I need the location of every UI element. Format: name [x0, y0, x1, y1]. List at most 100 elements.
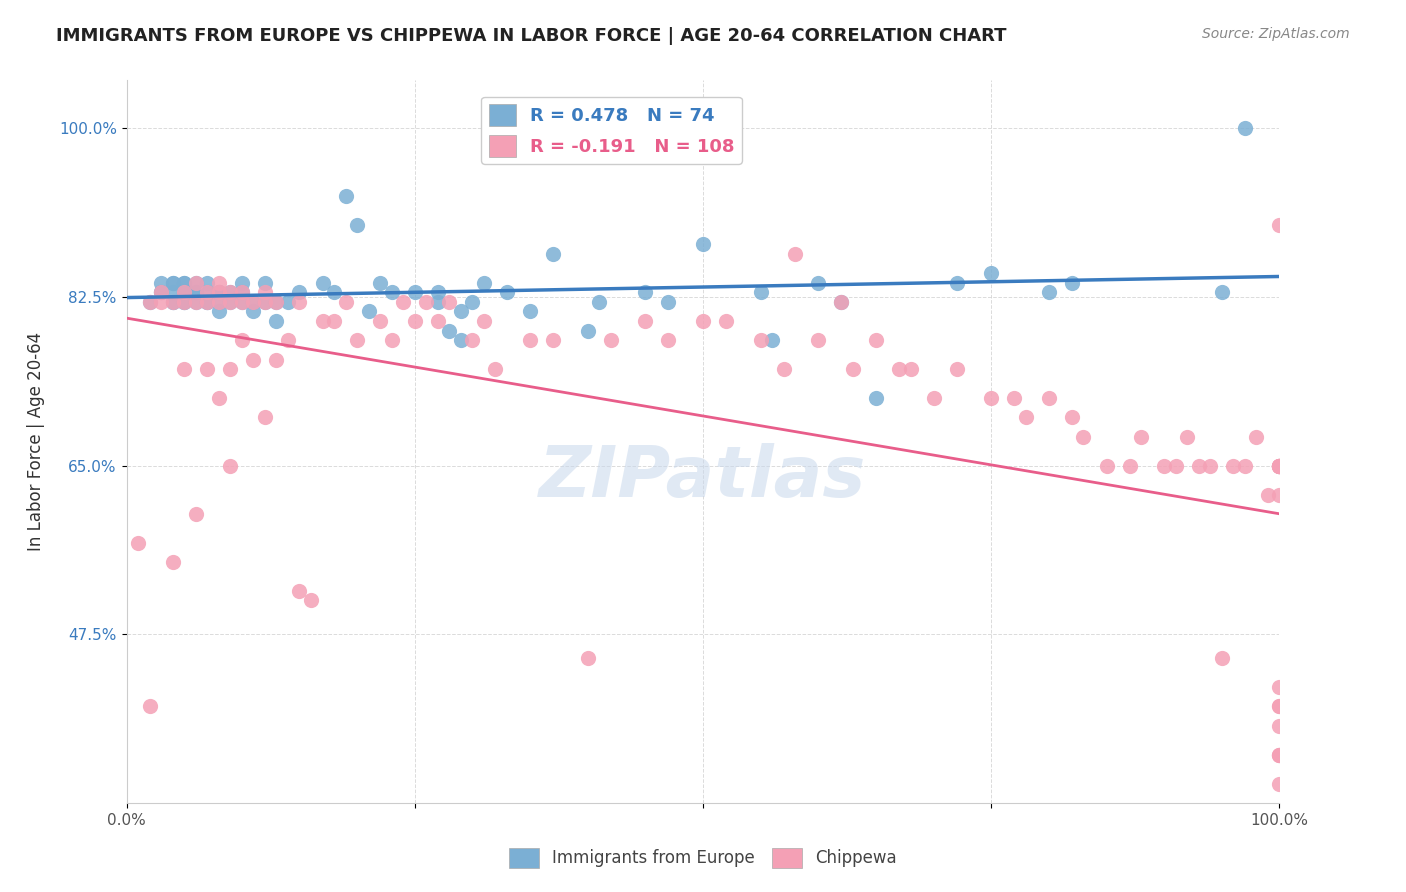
Point [1268, 747, 1291, 762]
Point [634, 314, 657, 328]
Point [714, 314, 737, 328]
Point [138, 294, 160, 309]
Point [173, 294, 195, 309]
Point [865, 334, 887, 348]
Point [1211, 651, 1233, 665]
Point [219, 362, 242, 376]
Point [842, 362, 865, 376]
Point [1130, 430, 1153, 444]
Point [231, 285, 253, 300]
Point [288, 294, 311, 309]
Point [1060, 276, 1083, 290]
Point [541, 334, 564, 348]
Point [184, 294, 207, 309]
Point [426, 314, 449, 328]
Point [980, 266, 1002, 280]
Point [1268, 218, 1291, 232]
Point [150, 285, 173, 300]
Point [253, 294, 276, 309]
Point [887, 362, 910, 376]
Point [692, 314, 714, 328]
Point [1233, 121, 1256, 136]
Point [1164, 458, 1187, 473]
Point [439, 294, 461, 309]
Point [599, 334, 621, 348]
Point [208, 294, 231, 309]
Point [785, 246, 807, 260]
Point [1268, 458, 1291, 473]
Point [253, 294, 276, 309]
Point [1268, 458, 1291, 473]
Point [1038, 391, 1060, 405]
Point [404, 314, 426, 328]
Point [1268, 747, 1291, 762]
Point [807, 276, 830, 290]
Point [242, 352, 264, 367]
Point [150, 276, 173, 290]
Point [253, 276, 276, 290]
Point [195, 294, 218, 309]
Point [772, 362, 794, 376]
Point [1268, 699, 1291, 714]
Point [1002, 391, 1025, 405]
Point [381, 285, 404, 300]
Point [404, 285, 426, 300]
Point [381, 334, 404, 348]
Y-axis label: In Labor Force | Age 20-64: In Labor Force | Age 20-64 [27, 332, 45, 551]
Point [127, 535, 149, 549]
Point [1246, 430, 1268, 444]
Point [1233, 458, 1256, 473]
Point [219, 285, 242, 300]
Point [657, 334, 679, 348]
Point [749, 285, 772, 300]
Point [208, 294, 231, 309]
Point [657, 294, 679, 309]
Text: IMMIGRANTS FROM EUROPE VS CHIPPEWA IN LABOR FORCE | AGE 20-64 CORRELATION CHART: IMMIGRANTS FROM EUROPE VS CHIPPEWA IN LA… [56, 27, 1007, 45]
Point [415, 294, 437, 309]
Point [1211, 285, 1233, 300]
Point [692, 237, 714, 252]
Point [231, 276, 253, 290]
Point [1268, 458, 1291, 473]
Point [231, 294, 253, 309]
Legend: R = 0.478   N = 74, R = -0.191   N = 108: R = 0.478 N = 74, R = -0.191 N = 108 [481, 96, 742, 164]
Point [173, 294, 195, 309]
Point [472, 314, 495, 328]
Point [173, 285, 195, 300]
Point [242, 294, 264, 309]
Point [807, 334, 830, 348]
Point [231, 294, 253, 309]
Point [576, 324, 599, 338]
Point [219, 294, 242, 309]
Point [162, 555, 184, 569]
Point [288, 583, 311, 598]
Point [150, 285, 173, 300]
Point [830, 294, 852, 309]
Point [1222, 458, 1244, 473]
Point [173, 276, 195, 290]
Point [162, 294, 184, 309]
Point [266, 314, 288, 328]
Point [311, 314, 333, 328]
Point [588, 294, 610, 309]
Point [335, 189, 357, 203]
Point [173, 276, 195, 290]
Point [138, 294, 160, 309]
Point [346, 334, 368, 348]
Point [299, 593, 322, 607]
Point [439, 324, 461, 338]
Point [184, 276, 207, 290]
Point [1268, 458, 1291, 473]
Point [1268, 815, 1291, 830]
Point [346, 218, 368, 232]
Point [1153, 458, 1175, 473]
Point [357, 304, 380, 318]
Point [266, 294, 288, 309]
Point [162, 276, 184, 290]
Point [945, 362, 967, 376]
Point [1268, 458, 1291, 473]
Point [450, 334, 472, 348]
Point [195, 285, 218, 300]
Point [634, 285, 657, 300]
Point [173, 294, 195, 309]
